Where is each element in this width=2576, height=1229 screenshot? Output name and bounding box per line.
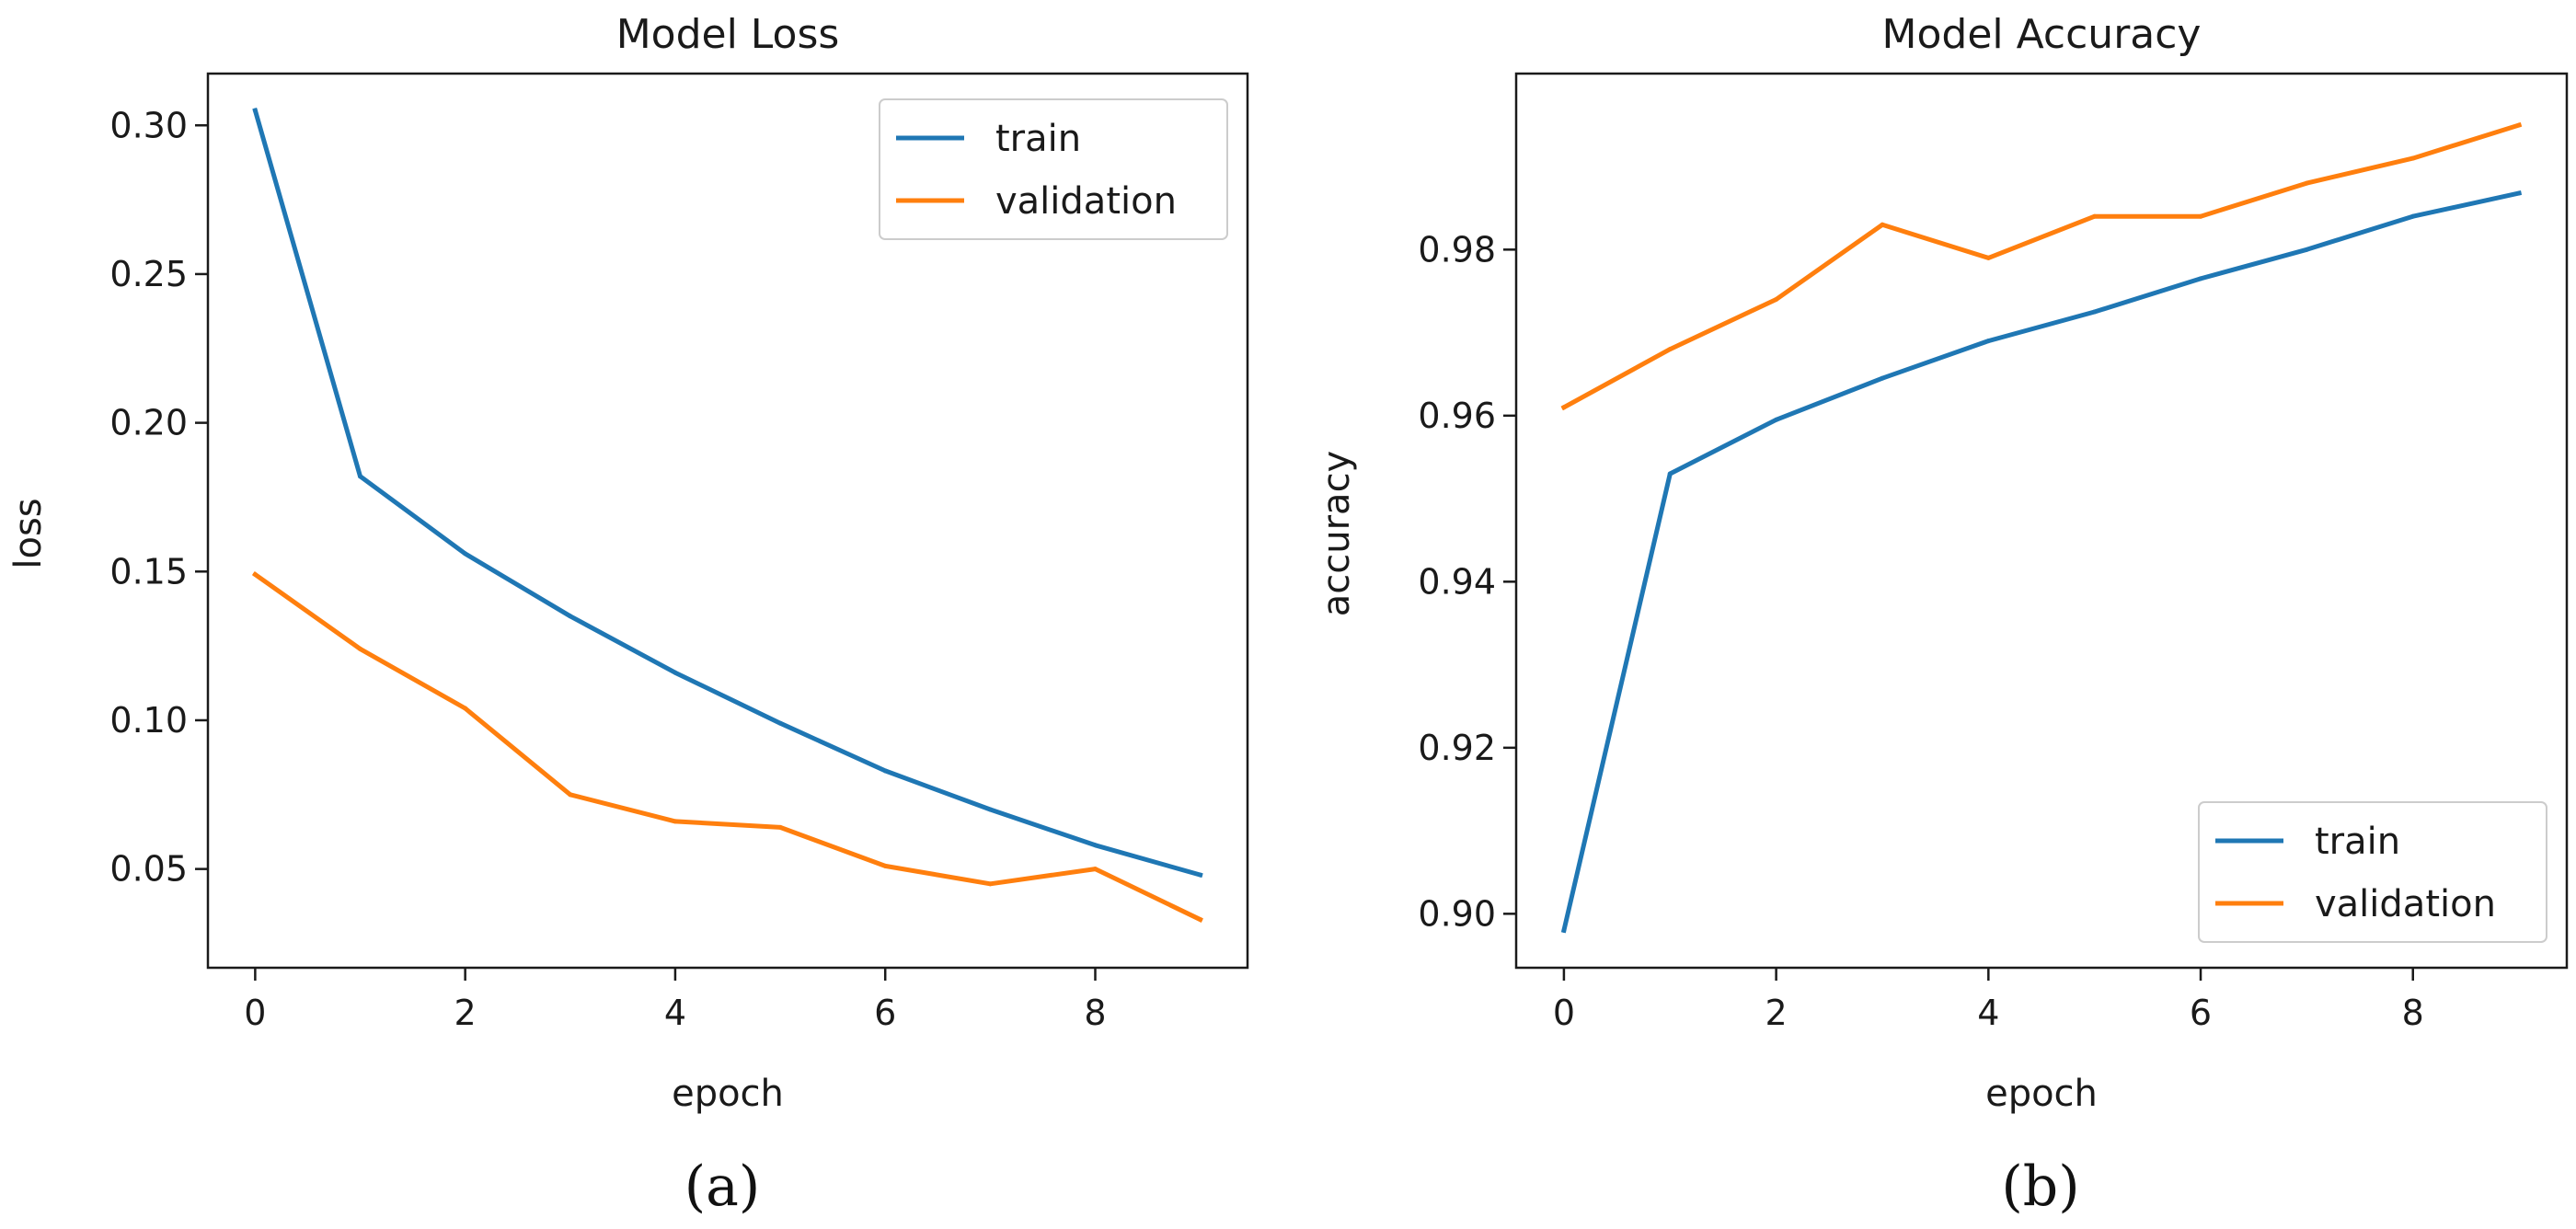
data-point-train: [777, 720, 783, 726]
x-axis-label: epoch: [672, 1073, 784, 1115]
panel-caption: (a): [684, 1154, 761, 1219]
y-tick-label: 0.90: [1418, 893, 1496, 934]
x-tick-label: 6: [2190, 993, 2212, 1033]
data-point-train: [1092, 843, 1098, 848]
data-point-validation: [882, 863, 888, 868]
x-axis-label: epoch: [1985, 1073, 2098, 1115]
data-point-train: [2516, 190, 2522, 196]
x-tick-label: 4: [664, 993, 686, 1033]
series-line-train: [1560, 190, 2523, 934]
y-tick-label: 0.96: [1418, 396, 1496, 436]
data-point-train: [1667, 471, 1673, 477]
plot-frame: [1514, 72, 2569, 970]
data-point-validation: [358, 646, 363, 651]
data-point-train: [1774, 417, 1779, 422]
data-point-validation: [2304, 180, 2309, 186]
y-tick-label: 0.92: [1418, 728, 1496, 768]
data-point-validation: [1880, 222, 1885, 227]
legend-label-validation: validation: [2315, 883, 2496, 925]
y-tick-label: 0.05: [109, 849, 188, 890]
data-point-train: [358, 474, 363, 479]
x-tick-label: 8: [1084, 993, 1106, 1033]
data-point-validation: [2410, 155, 2416, 161]
panel-caption: (b): [2001, 1154, 2079, 1219]
data-point-train: [673, 670, 678, 675]
x-tick-label: 6: [874, 993, 896, 1033]
legend-box: [2198, 801, 2547, 943]
x-tick-label: 0: [1553, 993, 1575, 1033]
data-point-train: [1561, 927, 1567, 933]
chart-title: Model Loss: [616, 11, 840, 58]
data-point-validation: [568, 792, 573, 798]
plot-frame: [206, 72, 1249, 970]
series-line-validation: [251, 571, 1203, 923]
series-line-validation: [1560, 121, 2523, 411]
data-point-train: [1985, 339, 1991, 344]
legend-label-validation: validation: [995, 180, 1177, 223]
accuracy-chart: Model Accuracy 0 2 4 6 8 0.90 0.92 0.94 0.96 0.98 e…: [1316, 11, 2569, 1219]
data-point-train: [568, 614, 573, 619]
y-tick-label: 0.10: [109, 700, 188, 741]
data-point-validation: [1667, 347, 1673, 352]
data-point-validation: [1198, 917, 1203, 923]
legend-label-train: train: [2315, 821, 2400, 863]
data-point-train: [463, 551, 468, 557]
y-axis-label: accuracy: [1316, 451, 1358, 616]
data-point-validation: [2516, 122, 2522, 128]
data-point-train: [1198, 872, 1203, 878]
data-point-train: [2304, 247, 2309, 252]
data-point-train: [2410, 213, 2416, 219]
y-tick-label: 0.20: [109, 403, 188, 443]
x-tick-label: 4: [1977, 993, 1999, 1033]
data-point-train: [882, 768, 888, 774]
x-tick-label: 8: [2402, 993, 2424, 1033]
data-point-validation: [252, 572, 258, 578]
legend: train validation: [879, 98, 1228, 240]
data-point-validation: [1561, 405, 1567, 410]
loss-chart: Model Loss 0 2 4 6 8 0.05 0.10 0.15 0.20 0.25 0.30 e…: [7, 11, 1249, 1219]
chart-title: Model Accuracy: [1882, 11, 2202, 58]
data-point-validation: [2092, 213, 2098, 219]
data-point-validation: [1092, 867, 1098, 872]
data-point-validation: [987, 881, 993, 887]
x-tick-label: 2: [454, 993, 477, 1033]
data-point-validation: [463, 706, 468, 711]
series-line-train: [252, 108, 1203, 879]
y-axis-label: loss: [7, 498, 50, 569]
y-tick-label: 0.25: [109, 254, 188, 294]
data-point-validation: [673, 819, 678, 824]
x-tick-label: 0: [244, 993, 266, 1033]
y-tick-label: 0.98: [1418, 229, 1496, 270]
data-point-train: [1880, 375, 1885, 381]
y-tick-label: 0.30: [109, 105, 188, 145]
legend-box: [879, 98, 1228, 240]
x-tick-label: 2: [1765, 993, 1788, 1033]
data-point-train: [987, 807, 993, 812]
data-point-validation: [1774, 296, 1779, 302]
data-point-validation: [2198, 213, 2203, 219]
data-point-validation: [777, 824, 783, 830]
y-tick-label: 0.15: [109, 551, 188, 592]
data-point-train: [2092, 309, 2098, 315]
legend: train validation: [2198, 801, 2547, 943]
data-point-train: [2198, 276, 2203, 281]
data-point-validation: [1985, 255, 1991, 260]
legend-label-train: train: [995, 118, 1081, 160]
y-tick-label: 0.94: [1418, 561, 1496, 602]
data-point-train: [252, 108, 258, 113]
